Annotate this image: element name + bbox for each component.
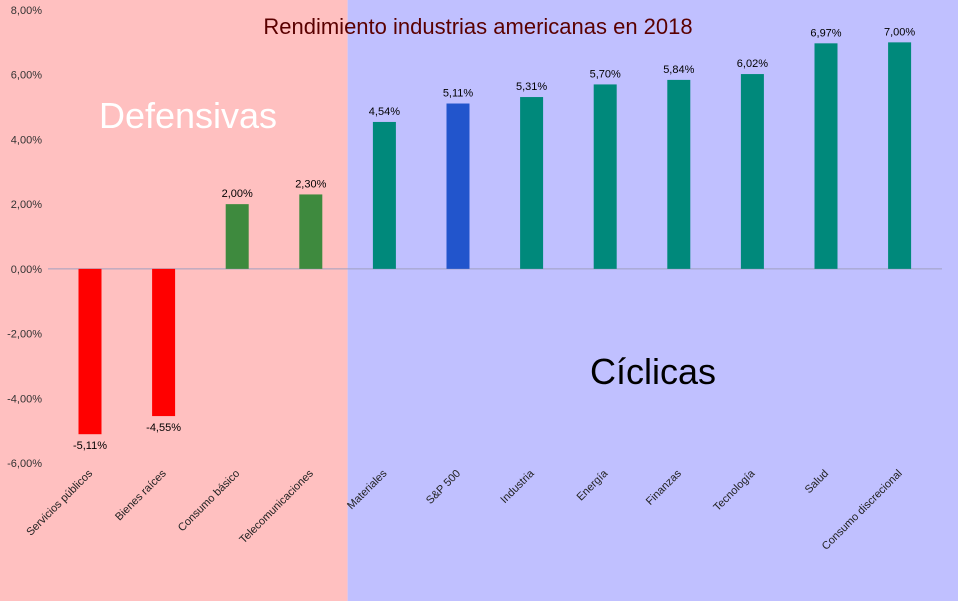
bar: [299, 194, 323, 269]
bar: [520, 97, 544, 269]
y-tick-label: 8,00%: [11, 5, 42, 17]
bar: [152, 268, 176, 417]
y-tick-label: 0,00%: [11, 264, 42, 276]
bar: [888, 42, 912, 269]
data-label: 6,97%: [810, 27, 841, 39]
data-label: -5,11%: [73, 440, 107, 452]
data-label: 5,84%: [663, 64, 694, 76]
data-label: 2,30%: [295, 178, 326, 190]
bar: [372, 121, 396, 269]
data-label: 7,00%: [884, 26, 915, 38]
data-label: -4,55%: [146, 422, 181, 434]
bar: [593, 84, 617, 269]
data-label: 5,70%: [590, 68, 621, 80]
data-label: 2,00%: [222, 188, 253, 200]
bar: [814, 43, 838, 269]
region-1-background: [347, 0, 958, 601]
y-axis: -6,00% -4,00% -2,00% 0,00% 2,00% 4,00% 6,00% 8,…: [7, 5, 942, 470]
data-labels: -5,11% -4,55% 2,00% 2,30% 4,54% 5,11% 5,31% 5,7…: [73, 26, 915, 452]
bar: [78, 268, 102, 435]
region-1-label: Cíclicas: [590, 351, 716, 392]
region-0-label: Defensivas: [99, 95, 277, 136]
y-tick-label: 4,00%: [11, 134, 42, 146]
data-label: 5,31%: [516, 81, 547, 93]
y-tick-label: 2,00%: [11, 199, 42, 211]
y-tick-label: 6,00%: [11, 70, 42, 82]
bars: [78, 42, 912, 435]
bar: [740, 74, 764, 269]
chart-title: Rendimiento industrias americanas en 201…: [263, 14, 692, 39]
y-tick-label: -6,00%: [7, 458, 42, 470]
data-label: 4,54%: [369, 106, 400, 118]
bar: [225, 204, 249, 269]
data-label: 6,02%: [737, 58, 768, 70]
bar: [446, 103, 470, 269]
y-tick-label: -2,00%: [7, 329, 42, 341]
data-label: 5,11%: [443, 88, 474, 100]
y-tick-label: -4,00%: [7, 393, 42, 405]
bar: [667, 79, 691, 269]
